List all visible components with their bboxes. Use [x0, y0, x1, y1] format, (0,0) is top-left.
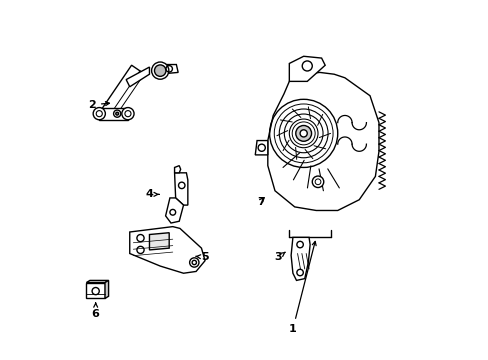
Text: 1: 1: [288, 242, 315, 334]
Polygon shape: [289, 56, 325, 81]
Text: 7: 7: [256, 197, 264, 207]
Polygon shape: [158, 64, 178, 74]
Polygon shape: [129, 226, 204, 273]
Text: 3: 3: [274, 252, 285, 262]
Text: 6: 6: [92, 303, 100, 319]
Polygon shape: [290, 237, 309, 280]
Text: 4: 4: [145, 189, 159, 199]
Polygon shape: [99, 108, 128, 120]
Circle shape: [116, 112, 119, 115]
Circle shape: [189, 258, 199, 267]
Circle shape: [113, 110, 121, 117]
Text: 5: 5: [195, 252, 208, 262]
Circle shape: [122, 108, 134, 120]
Polygon shape: [149, 233, 169, 250]
Polygon shape: [101, 65, 142, 117]
Circle shape: [295, 126, 311, 141]
Text: 2: 2: [88, 100, 109, 110]
Polygon shape: [109, 71, 144, 119]
Polygon shape: [267, 72, 378, 211]
Polygon shape: [86, 283, 105, 298]
Polygon shape: [86, 280, 108, 283]
Circle shape: [154, 65, 165, 76]
Polygon shape: [255, 140, 267, 155]
Circle shape: [300, 130, 306, 137]
Polygon shape: [126, 67, 149, 87]
Polygon shape: [155, 67, 165, 78]
Polygon shape: [174, 166, 180, 173]
Circle shape: [151, 62, 168, 79]
Polygon shape: [105, 280, 108, 298]
Polygon shape: [174, 173, 187, 205]
Circle shape: [93, 108, 105, 120]
Circle shape: [312, 176, 323, 188]
Polygon shape: [165, 198, 183, 223]
